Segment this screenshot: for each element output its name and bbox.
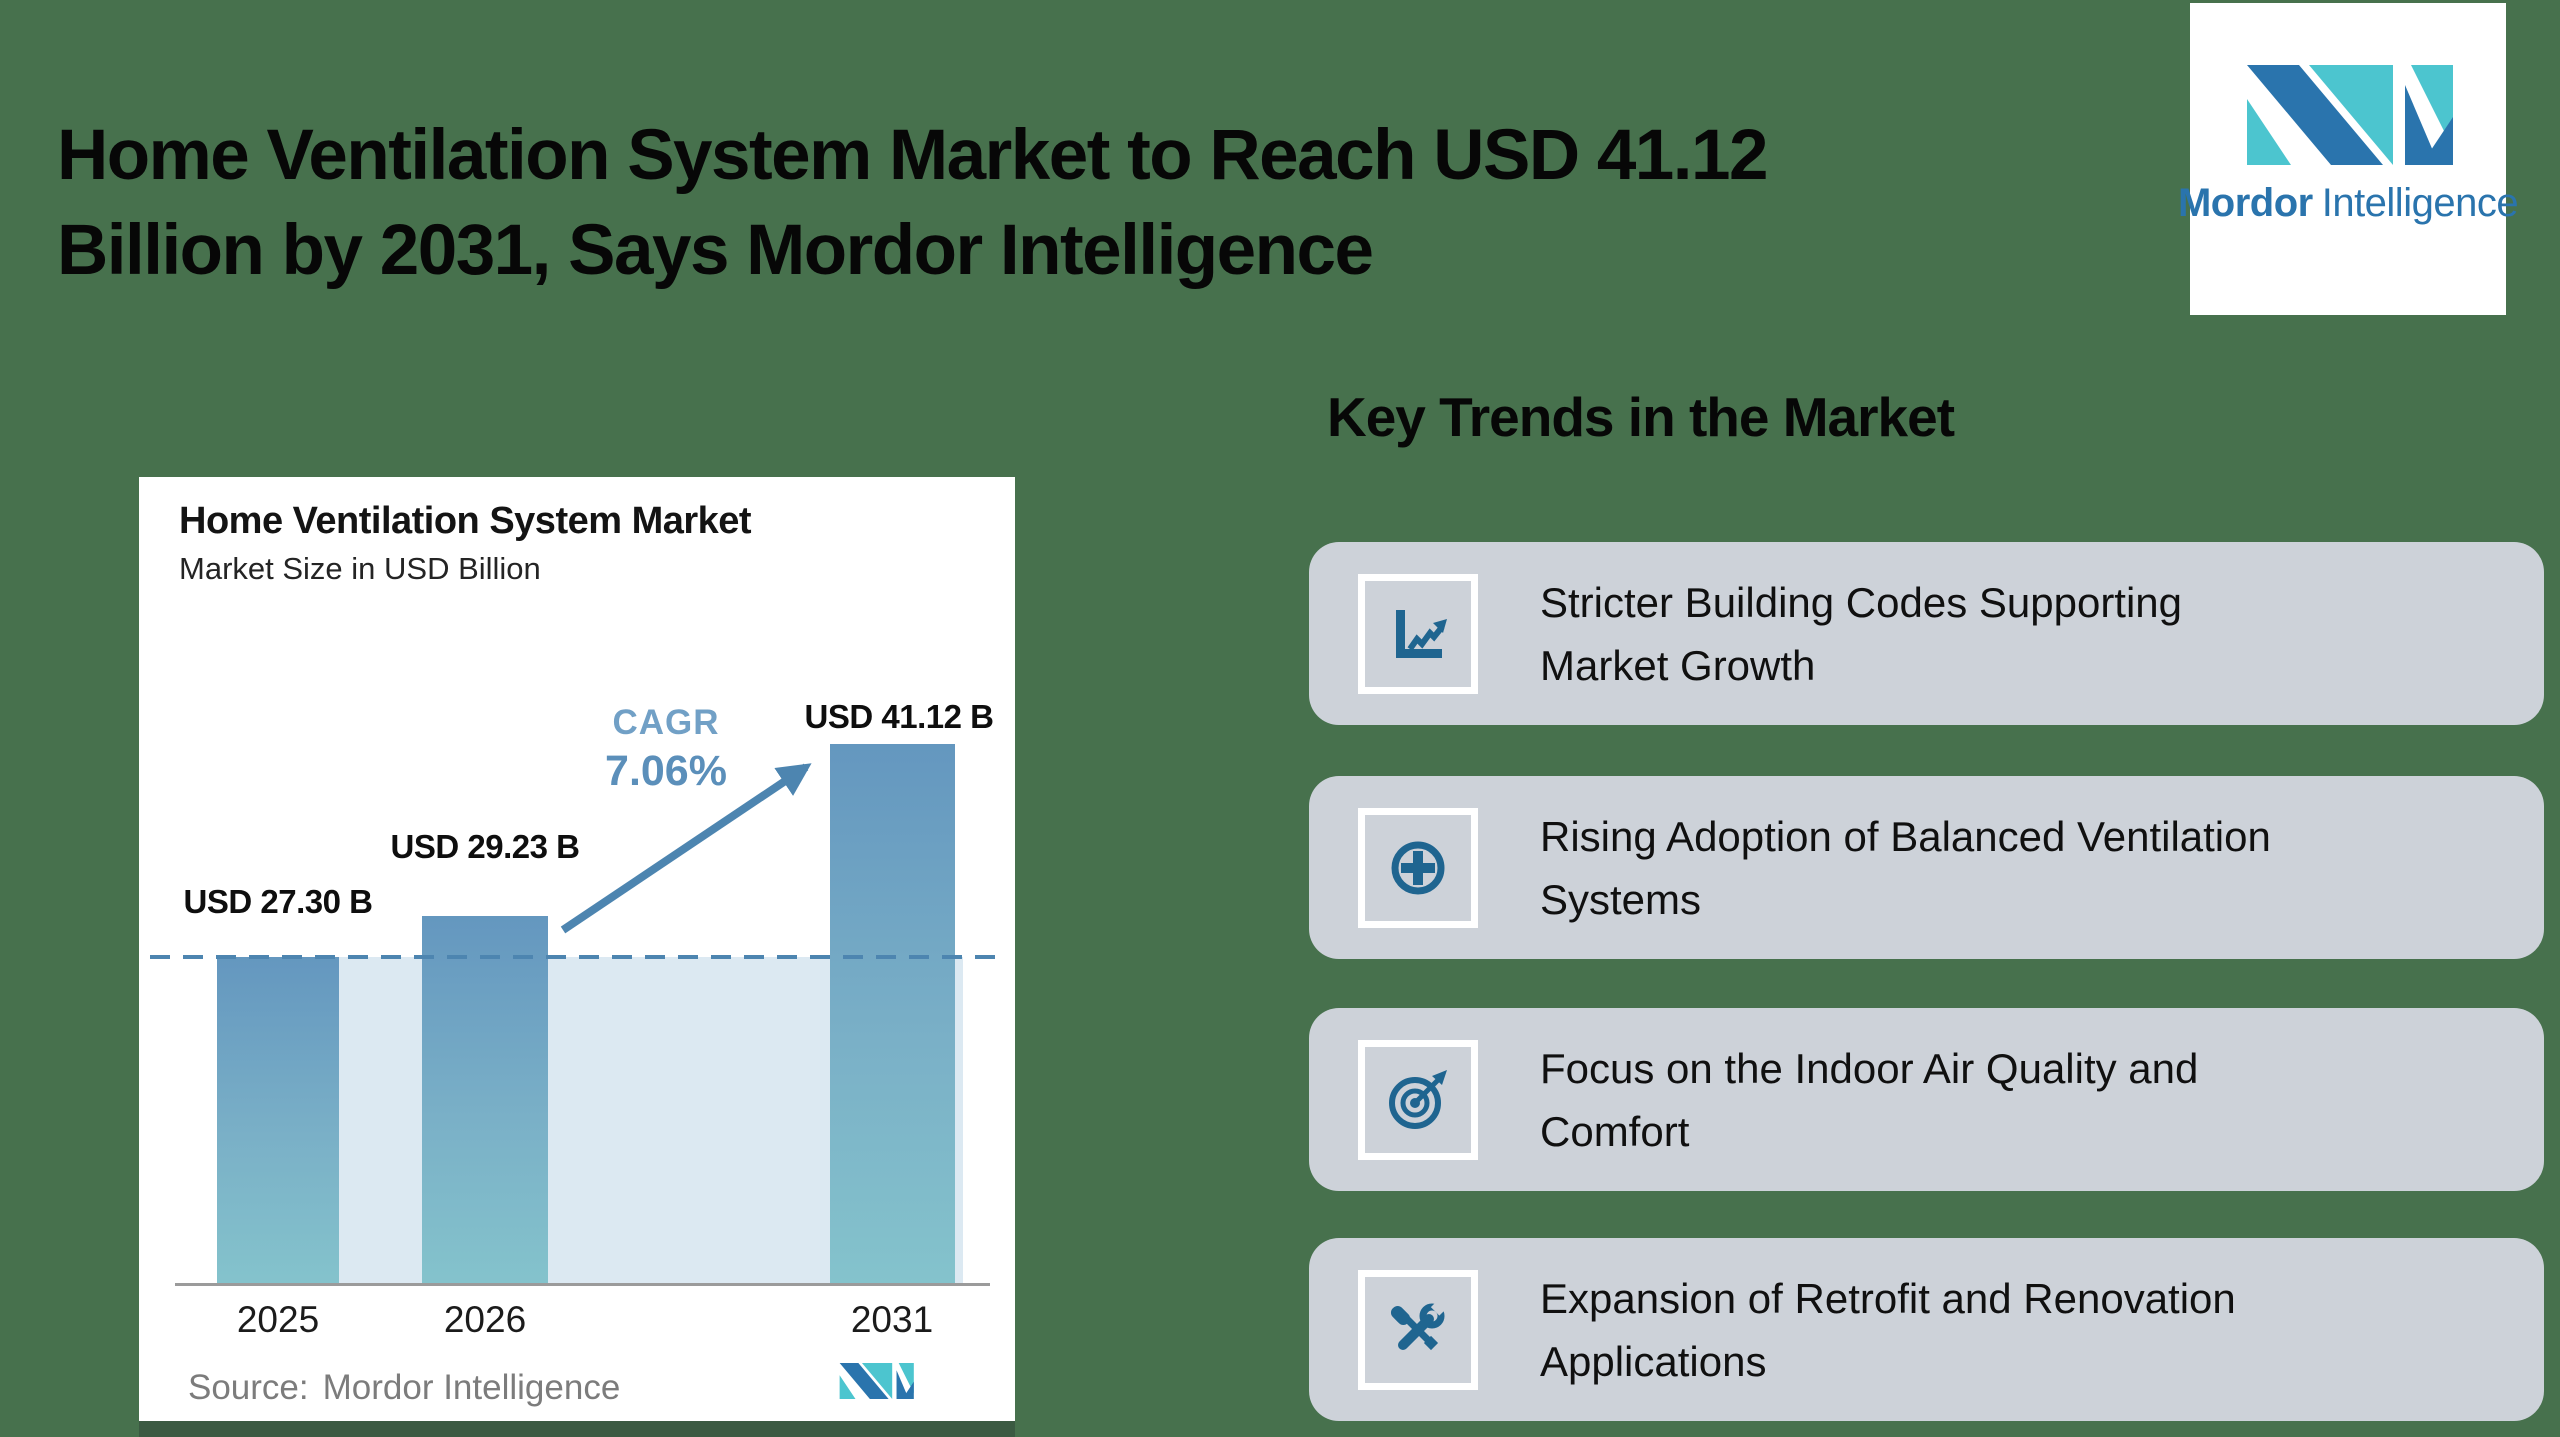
line-chart-icon (1396, 609, 1447, 658)
chart-card-bottom-edge (139, 1421, 1015, 1437)
brand-wordmark: Mordor Intelligence (2177, 181, 2519, 226)
trend-text-line2: Applications (1540, 1337, 1767, 1385)
cagr-annotation: CAGR 7.06% (576, 703, 756, 796)
page-title-line1: Home Ventilation System Market to Reach … (57, 116, 1769, 195)
trend-icon-box (1358, 807, 1478, 928)
tools-icon (1390, 1298, 1448, 1350)
trend-text-line1: Focus on the Indoor Air Quality and (1540, 1044, 2199, 1092)
trend-text-line2: Market Growth (1540, 641, 1816, 689)
trend-icon-box (1358, 1039, 1478, 1160)
key-trends-heading: Key Trends in the Market (1327, 386, 1955, 448)
bar-2026 (422, 916, 548, 1284)
trend-text: Focus on the Indoor Air Quality and Comf… (1540, 1037, 2198, 1163)
plus-circle-icon (1391, 841, 1445, 894)
growth-arrow-icon (560, 763, 812, 934)
brand-word-mordor: Mordor (2177, 181, 2313, 225)
cagr-label: CAGR (612, 703, 720, 742)
brand-word-intelligence: Intelligence (2321, 181, 2519, 225)
trend-icon-box (1358, 1269, 1478, 1390)
trend-card-balanced-ventilation: Rising Adoption of Balanced Ventilation … (1309, 776, 2544, 959)
source-value: Mordor Intelligence (322, 1368, 621, 1407)
market-size-chart-card: Home Ventilation System Market Market Si… (139, 477, 1015, 1421)
value-label-2026: USD 29.23 B (390, 828, 580, 865)
trend-text-line1: Stricter Building Codes Supporting (1540, 578, 2183, 626)
x-tick-2031: 2031 (850, 1299, 934, 1340)
chart-title: Home Ventilation System Market (179, 500, 752, 542)
chart-subtitle: Market Size in USD Billion (179, 551, 541, 586)
x-tick-2025: 2025 (236, 1299, 320, 1340)
bar-2031 (830, 744, 955, 1284)
trend-icon-box (1358, 573, 1478, 694)
trend-card-indoor-air-quality: Focus on the Indoor Air Quality and Comf… (1309, 1008, 2544, 1191)
trend-text-line2: Comfort (1540, 1107, 1690, 1155)
trend-text-line1: Expansion of Retrofit and Renovation (1540, 1274, 2236, 1322)
value-label-2025: USD 27.30 B (183, 883, 373, 920)
target-arrow-icon (1389, 1069, 1447, 1129)
cagr-value: 7.06% (605, 747, 727, 795)
trend-text-line2: Systems (1540, 875, 1702, 923)
trend-text: Stricter Building Codes Supporting Marke… (1540, 571, 2182, 697)
trend-card-retrofit-renovation: Expansion of Retrofit and Renovation App… (1309, 1238, 2544, 1421)
page-title-line2: Billion by 2031, Says Mordor Intelligenc… (57, 211, 1374, 291)
x-axis-line (175, 1283, 990, 1286)
trend-card-building-codes: Stricter Building Codes Supporting Marke… (1309, 542, 2544, 725)
trend-text-line1: Rising Adoption of Balanced Ventilation (1540, 812, 2271, 860)
source-attribution: Source: Mordor Intelligence (188, 1368, 620, 1408)
page-title: Home Ventilation System Market to Reach … (57, 108, 1769, 298)
baseline-dashed-line (150, 955, 1008, 959)
x-tick-2026: 2026 (443, 1299, 527, 1340)
brand-logo-panel: Mordor Intelligence (2178, 3, 2519, 315)
trend-text: Rising Adoption of Balanced Ventilation … (1540, 805, 2271, 931)
bar-2025 (217, 957, 339, 1284)
mordor-intelligence-mini-logo-icon (839, 1363, 914, 1399)
mordor-intelligence-logo-icon (2247, 65, 2453, 165)
value-label-2031: USD 41.12 B (804, 698, 994, 735)
trend-text: Expansion of Retrofit and Renovation App… (1540, 1267, 2236, 1393)
source-label: Source: (188, 1368, 309, 1407)
